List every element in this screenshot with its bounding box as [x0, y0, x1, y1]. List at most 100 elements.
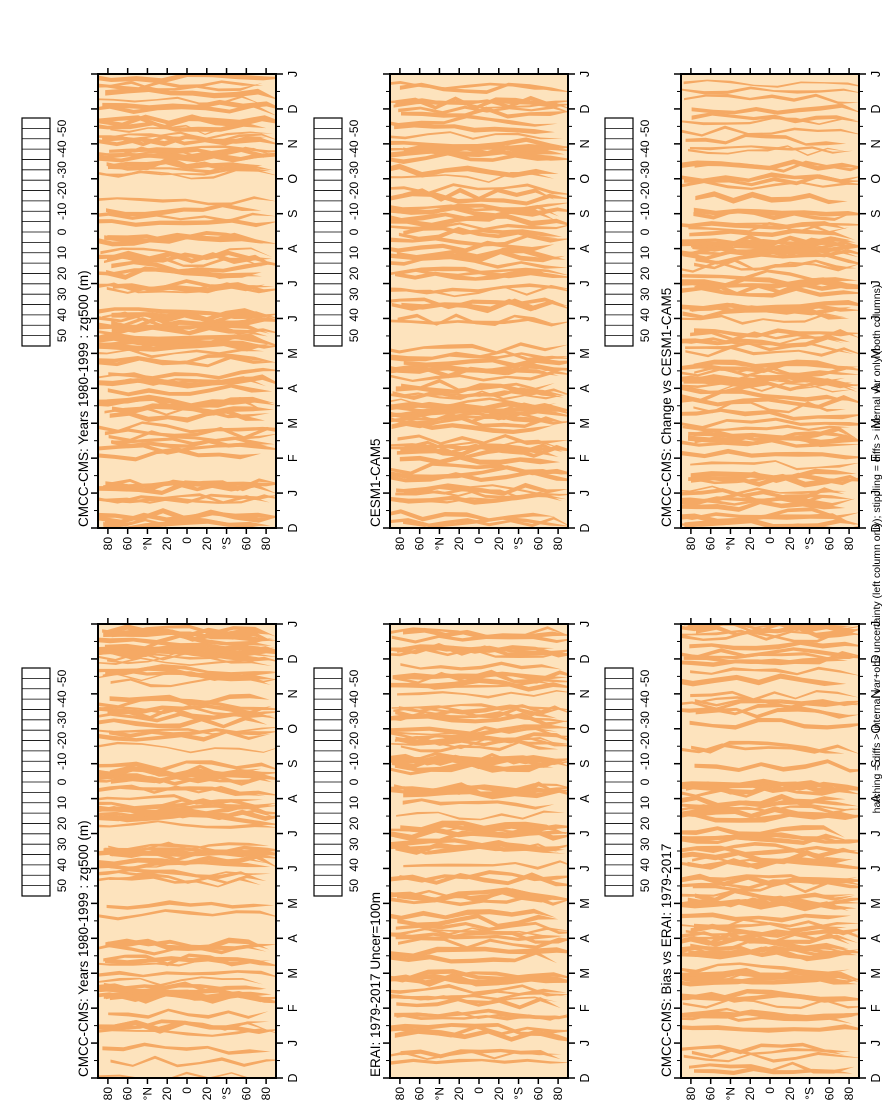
- secondary-range-streak: [98, 806, 275, 819]
- y-tick-label: °N: [723, 537, 737, 550]
- secondary-range-streak: [109, 409, 265, 423]
- secondary-range-streak: [98, 374, 276, 389]
- colorbar-label: 40: [55, 858, 69, 872]
- secondary-range-streak: [681, 260, 859, 273]
- y-tick-label: 60: [239, 537, 253, 551]
- secondary-range-streak: [403, 789, 568, 800]
- x-tick-label: J: [578, 280, 592, 286]
- secondary-range-streak: [681, 336, 844, 346]
- secondary-range-streak: [681, 962, 851, 974]
- colorbar-label: -20: [347, 732, 361, 750]
- secondary-range-streak: [681, 513, 856, 526]
- x-tick-label: D: [578, 104, 592, 113]
- secondary-range-streak: [396, 390, 568, 401]
- secondary-range-streak: [685, 133, 847, 146]
- secondary-range-streak: [403, 860, 568, 870]
- secondary-range-streak: [98, 875, 261, 888]
- colorbar-label: 50: [638, 329, 652, 343]
- x-tick-label: A: [578, 794, 592, 803]
- secondary-range-streak: [106, 644, 276, 657]
- secondary-range-streak: [390, 724, 568, 737]
- secondary-range-streak: [109, 849, 276, 859]
- x-tick-label: M: [286, 418, 300, 428]
- secondary-range-streak: [681, 300, 859, 311]
- y-tick-label: 80: [551, 537, 565, 551]
- secondary-range-streak: [98, 80, 264, 90]
- secondary-range-streak: [395, 269, 556, 281]
- x-tick-label: A: [869, 933, 883, 942]
- secondary-range-streak: [688, 433, 859, 445]
- x-tick-label: A: [869, 794, 883, 803]
- secondary-range-streak: [681, 793, 846, 809]
- secondary-range-streak: [109, 728, 276, 738]
- secondary-range-streak: [109, 693, 270, 706]
- colorbar-label: -20: [638, 182, 652, 200]
- secondary-range-streak: [688, 222, 850, 233]
- secondary-range-streak: [693, 207, 859, 217]
- secondary-range-streak: [390, 465, 568, 479]
- secondary-range-streak: [400, 669, 568, 684]
- secondary-range-streak: [98, 804, 276, 815]
- secondary-range-streak: [681, 180, 859, 190]
- y-tick-label: °N: [140, 537, 154, 550]
- secondary-range-streak: [681, 647, 859, 659]
- secondary-range-streak: [101, 168, 276, 180]
- x-tick-label: S: [869, 760, 883, 768]
- colorbar-label: 30: [638, 287, 652, 301]
- secondary-range-streak: [681, 945, 845, 957]
- secondary-range-streak: [98, 131, 274, 141]
- secondary-range-streak: [108, 367, 276, 380]
- colorbar-label: -30: [55, 161, 69, 179]
- secondary-range-streak: [692, 473, 859, 485]
- secondary-range-streak: [390, 973, 568, 987]
- secondary-range-streak: [691, 103, 859, 115]
- secondary-range-streak: [397, 913, 559, 928]
- secondary-range-streak: [390, 249, 566, 263]
- secondary-range-streak: [681, 86, 859, 95]
- secondary-range-streak: [685, 925, 859, 936]
- secondary-range-streak: [108, 164, 272, 174]
- secondary-range-streak: [681, 811, 853, 820]
- secondary-range-streak: [404, 443, 559, 457]
- secondary-range-streak: [395, 931, 568, 944]
- y-tick-label: 20: [200, 537, 214, 551]
- colorbar-frame: [604, 117, 634, 347]
- secondary-range-streak: [395, 96, 556, 110]
- secondary-range-streak: [108, 1008, 269, 1019]
- heatmap-panel: D J F M A M J J A S O N D J 80 60 °N 20 0 20 °S 60 80 CMCC-CMS:…: [659, 68, 883, 550]
- streak-layer: [681, 79, 859, 528]
- secondary-range-streak: [98, 705, 276, 717]
- secondary-range-streak: [403, 226, 563, 237]
- x-tick-label: A: [286, 933, 300, 942]
- secondary-range-streak: [692, 783, 854, 793]
- secondary-range-streak: [98, 648, 275, 662]
- x-tick-label: F: [286, 454, 300, 462]
- secondary-range-streak: [390, 1023, 568, 1037]
- y-tick-label: °S: [220, 537, 234, 550]
- secondary-range-streak: [107, 383, 273, 397]
- secondary-range-streak: [98, 279, 276, 293]
- secondary-range-streak: [390, 491, 563, 505]
- x-tick-label: D: [578, 1073, 592, 1082]
- colorbar-label: -40: [347, 690, 361, 708]
- secondary-range-streak: [688, 426, 859, 441]
- secondary-range-streak: [390, 973, 568, 986]
- streak-layer: [681, 624, 859, 1075]
- secondary-range-streak: [98, 664, 276, 676]
- secondary-range-streak: [112, 282, 265, 294]
- colorbar-label: 40: [55, 308, 69, 322]
- x-tick-label: O: [869, 724, 883, 734]
- secondary-range-streak: [390, 726, 568, 739]
- secondary-range-streak: [681, 657, 848, 667]
- colorbar-label: 50: [55, 879, 69, 893]
- secondary-range-streak: [399, 455, 561, 465]
- x-tick-label: O: [286, 174, 300, 184]
- colorbar-label: -10: [638, 202, 652, 220]
- x-tick-label: M: [286, 348, 300, 358]
- x-tick-label: J: [869, 830, 883, 836]
- colorbar-label: 30: [55, 287, 69, 301]
- colorbar-label: -10: [347, 752, 361, 770]
- secondary-range-streak: [682, 249, 859, 261]
- streak-layer: [390, 626, 568, 1065]
- colorbar-frame: [313, 667, 343, 897]
